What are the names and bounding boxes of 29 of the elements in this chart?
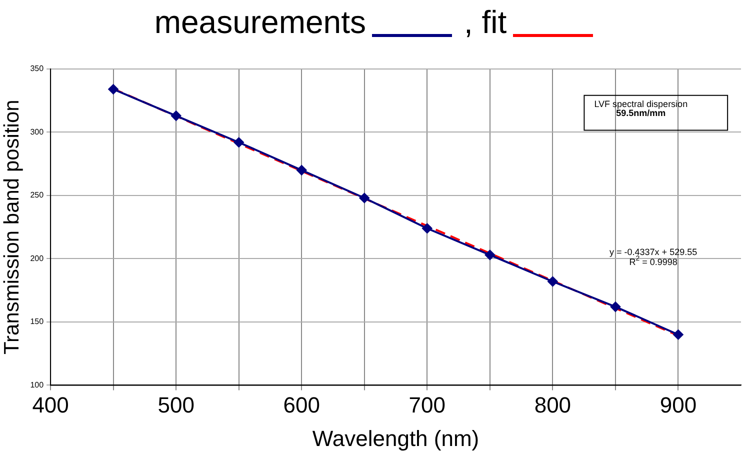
point <box>108 84 118 94</box>
point <box>359 193 370 204</box>
x-tick-label: 700 <box>408 392 446 418</box>
y-tick-label: 300 <box>30 127 44 136</box>
y-axis-title: Transmission band position <box>0 100 24 355</box>
y-tick-label: 150 <box>30 317 44 326</box>
x-tick-label: 500 <box>158 392 194 418</box>
annotation: LVF spectral dispersion <box>594 98 688 109</box>
x-tick-label: 900 <box>660 392 697 418</box>
x-tick-label: 800 <box>534 392 572 418</box>
legend-label: , fit <box>464 4 507 40</box>
legend-label: measurements <box>154 4 366 40</box>
point <box>296 165 307 176</box>
point <box>673 330 684 340</box>
x-tick-label: 400 <box>32 392 69 418</box>
annotation: y = -0.4337x + 529.55 <box>610 246 698 257</box>
point <box>422 223 432 234</box>
point <box>484 250 495 260</box>
y-tick-label: 250 <box>30 190 44 200</box>
x-axis-title: Wavelength (nm) <box>312 426 480 451</box>
point <box>548 276 558 286</box>
annotation: 59.5nm/mm <box>616 108 666 118</box>
y-tick-label: 100 <box>30 380 44 390</box>
point <box>234 137 244 148</box>
y-tick-label: 350 <box>30 64 44 74</box>
x-tick-label: 600 <box>283 392 320 418</box>
point <box>171 110 182 121</box>
point <box>610 302 620 312</box>
y-tick-label: 200 <box>30 254 44 263</box>
